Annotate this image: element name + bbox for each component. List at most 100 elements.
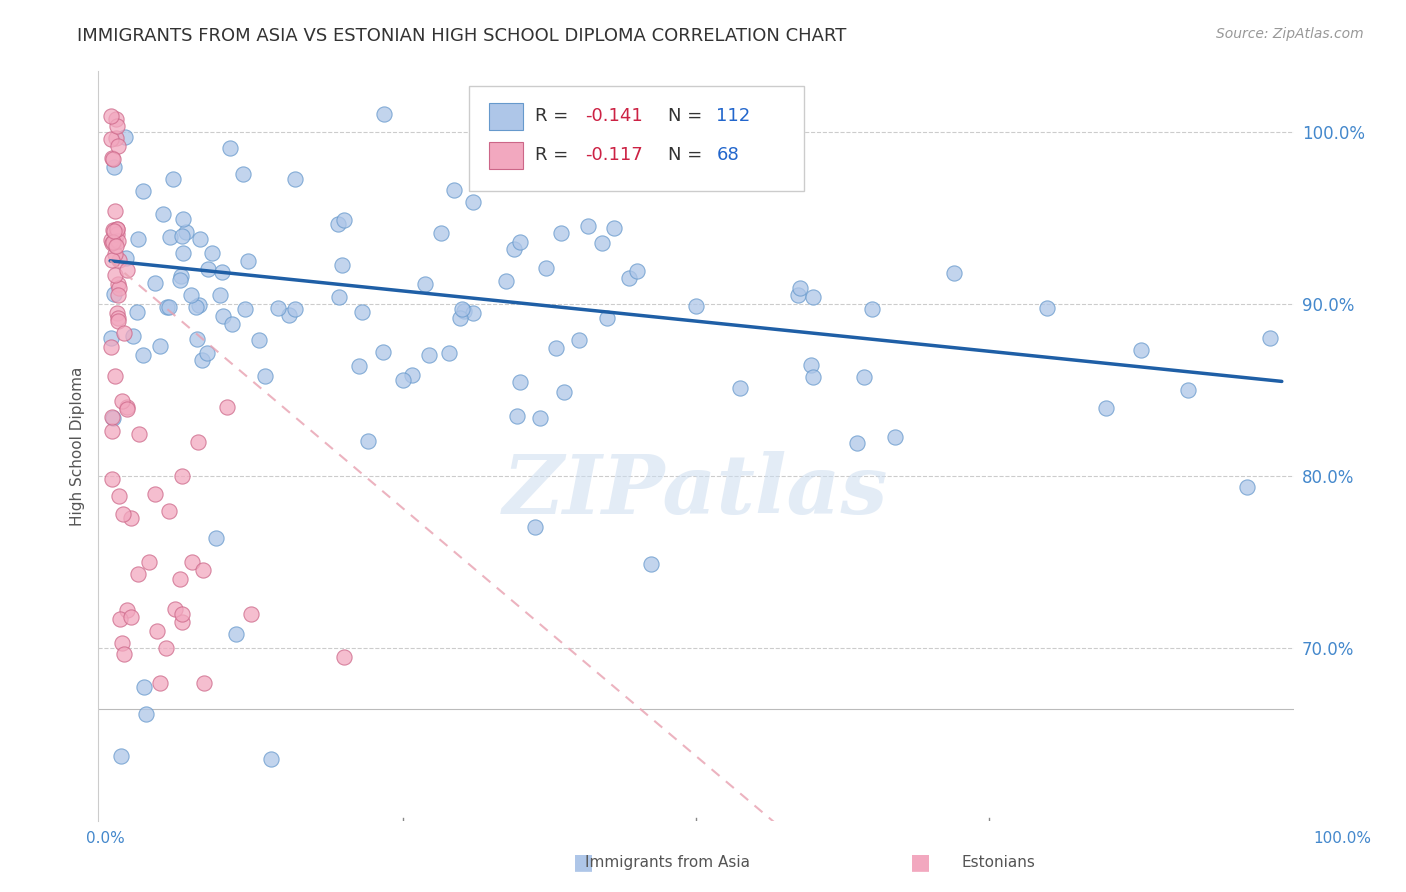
Point — [254, 368, 277, 383]
Point — [101, 152, 124, 166]
Point — [626, 264, 648, 278]
Point — [108, 489, 131, 503]
Point — [120, 511, 142, 525]
Point — [104, 234, 127, 248]
Point — [187, 434, 209, 449]
Point — [209, 288, 232, 302]
Point — [247, 334, 270, 348]
Point — [121, 328, 143, 343]
Text: Source: ZipAtlas.com: Source: ZipAtlas.com — [1216, 27, 1364, 41]
Point — [115, 401, 138, 416]
Point — [413, 277, 436, 292]
Point — [162, 171, 184, 186]
Point — [789, 281, 811, 295]
Point — [225, 626, 247, 640]
Point — [111, 635, 134, 649]
Point — [191, 563, 214, 577]
Point — [357, 434, 380, 448]
Point — [127, 305, 149, 319]
Point — [853, 369, 876, 384]
Point — [132, 185, 155, 199]
Point — [100, 109, 122, 123]
Point — [1258, 331, 1281, 345]
Point — [603, 221, 626, 235]
Point — [1095, 401, 1118, 416]
Point — [105, 222, 128, 236]
Point — [450, 302, 472, 317]
Point — [115, 401, 138, 415]
Point — [546, 341, 568, 355]
Point — [332, 212, 354, 227]
Point — [188, 232, 211, 246]
Point — [105, 227, 128, 242]
Text: N =: N = — [668, 107, 709, 125]
Point — [104, 203, 127, 218]
Point — [193, 676, 215, 690]
Point — [108, 612, 131, 626]
Point — [942, 266, 965, 280]
Point — [217, 401, 239, 415]
Point — [105, 112, 128, 126]
Text: ZIPatlas: ZIPatlas — [503, 451, 889, 531]
Text: -0.117: -0.117 — [585, 146, 643, 164]
Point — [529, 411, 551, 425]
Text: Estonians: Estonians — [962, 855, 1035, 870]
Point — [449, 310, 471, 325]
Point — [156, 300, 179, 314]
Point — [418, 348, 440, 362]
Point — [260, 752, 283, 766]
Point — [103, 223, 125, 237]
Point — [107, 311, 129, 326]
Point — [132, 681, 155, 695]
Point — [534, 260, 557, 275]
Point — [509, 235, 531, 250]
Point — [107, 234, 129, 248]
Point — [170, 229, 193, 244]
Point — [352, 304, 374, 318]
Point — [333, 650, 356, 665]
Point — [191, 352, 214, 367]
Text: ■: ■ — [911, 853, 931, 872]
Point — [105, 222, 128, 236]
Point — [115, 603, 138, 617]
Point — [127, 566, 149, 581]
Point — [728, 381, 751, 395]
Point — [111, 508, 134, 522]
Point — [284, 171, 307, 186]
Point — [1036, 301, 1059, 315]
Point — [110, 748, 132, 763]
Point — [617, 270, 640, 285]
Point — [787, 288, 810, 302]
Point — [112, 647, 135, 661]
Point — [103, 410, 125, 425]
Point — [461, 306, 484, 320]
Point — [100, 151, 122, 165]
Point — [127, 232, 149, 246]
Point — [568, 333, 591, 347]
Point — [180, 555, 202, 569]
Point — [135, 707, 157, 722]
Point — [104, 247, 127, 261]
Point — [172, 245, 194, 260]
Point — [197, 261, 219, 276]
Point — [211, 265, 233, 279]
Point — [115, 262, 138, 277]
FancyBboxPatch shape — [489, 103, 523, 130]
Point — [509, 375, 531, 389]
Point — [195, 346, 218, 360]
Point — [846, 435, 869, 450]
Point — [233, 301, 256, 316]
Point — [146, 624, 169, 639]
Point — [221, 318, 243, 332]
Point — [1177, 383, 1199, 397]
Point — [523, 520, 546, 534]
Point — [640, 557, 662, 571]
Point — [860, 301, 883, 316]
Point — [505, 409, 527, 423]
Text: Immigrants from Asia: Immigrants from Asia — [585, 855, 751, 870]
Point — [100, 253, 122, 268]
FancyBboxPatch shape — [470, 87, 804, 191]
Point — [685, 299, 707, 313]
Text: R =: R = — [534, 146, 574, 164]
Point — [157, 300, 180, 314]
